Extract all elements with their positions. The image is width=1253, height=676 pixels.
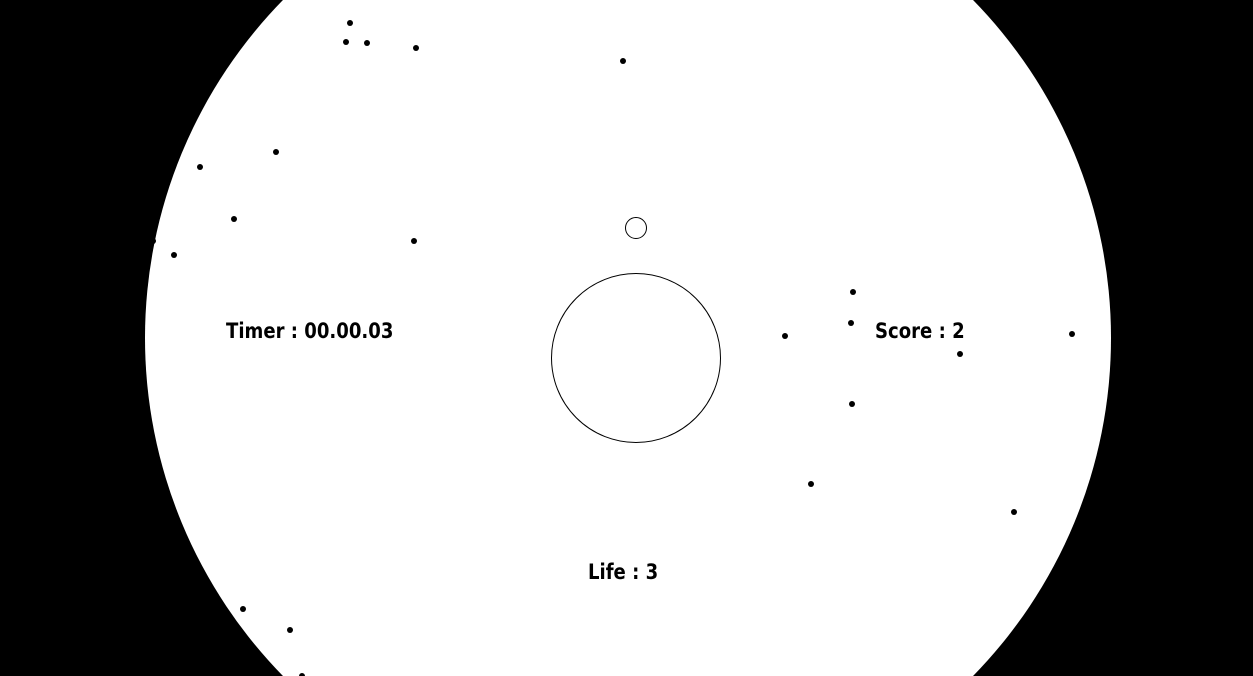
timer-display: Timer : 00.00.03: [226, 319, 394, 343]
projectile-dot: [150, 238, 156, 244]
projectile-dot: [1011, 509, 1017, 515]
projectile-dot: [1069, 331, 1075, 337]
player-ship[interactable]: [625, 217, 647, 239]
score-display: Score : 2: [875, 319, 965, 343]
projectile-dot: [171, 252, 177, 258]
projectile-dot: [364, 40, 370, 46]
projectile-dot: [849, 401, 855, 407]
planet-circle: [551, 273, 721, 443]
projectile-dot: [197, 164, 203, 170]
projectile-dot: [287, 627, 293, 633]
projectile-dot: [808, 481, 814, 487]
projectile-dot: [231, 216, 237, 222]
projectile-dot: [411, 238, 417, 244]
projectile-dot: [413, 45, 419, 51]
projectile-dot: [620, 58, 626, 64]
projectile-dot: [240, 606, 246, 612]
projectile-dot: [850, 289, 856, 295]
life-display: Life : 3: [588, 560, 659, 584]
projectile-dot: [347, 20, 353, 26]
projectile-dot: [273, 149, 279, 155]
projectile-dot: [848, 320, 854, 326]
projectile-dot: [782, 333, 788, 339]
projectile-dot: [957, 351, 963, 357]
projectile-dot: [299, 673, 305, 676]
projectile-dot: [343, 39, 349, 45]
